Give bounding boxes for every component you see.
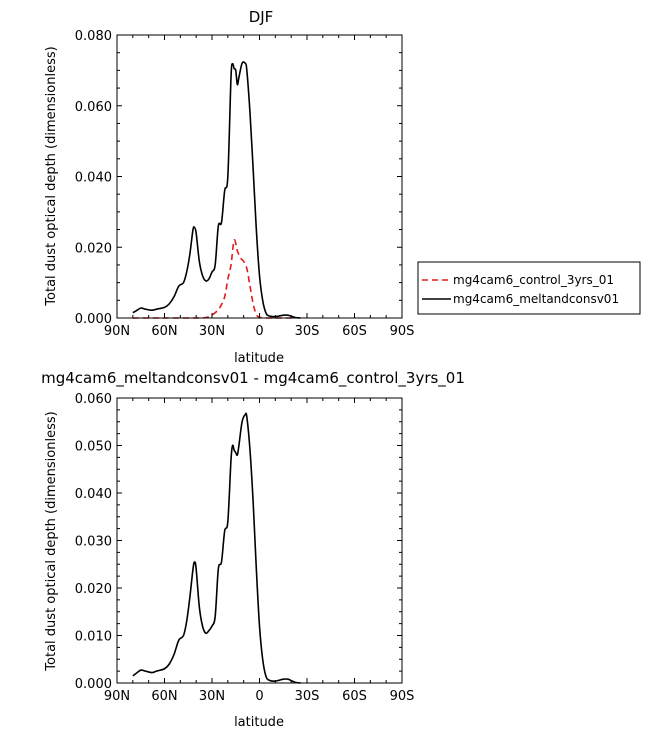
bottom-x-tick-label: 30N xyxy=(199,689,225,704)
legend-label-meltandconsv: mg4cam6_meltandconsv01 xyxy=(453,292,619,306)
legend: mg4cam6_control_3yrs_01 mg4cam6_meltandc… xyxy=(417,261,641,315)
bottom-x-axis-label: latitude xyxy=(234,715,284,730)
bottom-y-tick-label: 0.050 xyxy=(75,440,112,455)
top-x-axis-label: latitude xyxy=(234,351,284,366)
top-x-tick-label: 60S xyxy=(342,324,367,339)
top-x-tick-label: 0 xyxy=(255,324,263,339)
top-chart-title: DJF xyxy=(249,8,274,26)
bottom-x-tick-label: 0 xyxy=(255,689,263,704)
bottom-series-line-0 xyxy=(132,412,301,684)
top-x-tick-label: 30N xyxy=(199,324,225,339)
bottom-y-axis-label: Total dust optical depth (dimensionless) xyxy=(44,411,59,671)
top-y-tick-label: 0.000 xyxy=(75,312,112,327)
top-series-line-0 xyxy=(132,239,292,319)
bottom-x-tick-label: 30S xyxy=(295,689,320,704)
bottom-y-tick-label: 0.060 xyxy=(75,392,112,407)
top-y-tick-label: 0.020 xyxy=(75,241,112,256)
top-x-tick-label: 90N xyxy=(104,324,130,339)
top-x-tick-label: 30S xyxy=(295,324,320,339)
bottom-y-tick-label: 0.000 xyxy=(75,677,112,692)
bottom-x-tick-label: 60N xyxy=(151,689,177,704)
bottom-plot-frame xyxy=(116,397,403,684)
bottom-y-tick-label: 0.030 xyxy=(75,535,112,550)
legend-label-control: mg4cam6_control_3yrs_01 xyxy=(453,273,614,287)
top-panel: DJF 90N 60N 30N 0 30S 60S 90S 0.000 0.020 0.040 0.… xyxy=(44,8,414,366)
bottom-y-tick-label: 0.020 xyxy=(75,582,112,597)
top-y-axis-label: Total dust optical depth (dimensionless) xyxy=(44,46,59,306)
top-series-line-1 xyxy=(132,61,301,319)
top-y-tick-label: 0.060 xyxy=(75,100,112,115)
bottom-chart-title: mg4cam6_meltandconsv01 - mg4cam6_control… xyxy=(41,369,465,388)
bottom-y-tick-label: 0.040 xyxy=(75,487,112,502)
top-x-tick-label: 60N xyxy=(151,324,177,339)
bottom-x-tick-label: 60S xyxy=(342,689,367,704)
top-y-tick-label: 0.040 xyxy=(75,171,112,186)
bottom-x-tick-label: 90N xyxy=(104,689,130,704)
top-x-tick-label: 90S xyxy=(390,324,415,339)
bottom-y-tick-label: 0.010 xyxy=(75,630,112,645)
legend-box xyxy=(417,261,641,315)
bottom-panel: mg4cam6_meltandconsv01 - mg4cam6_control… xyxy=(41,369,465,730)
top-y-tick-label: 0.080 xyxy=(75,29,112,44)
bottom-x-tick-label: 90S xyxy=(390,689,415,704)
